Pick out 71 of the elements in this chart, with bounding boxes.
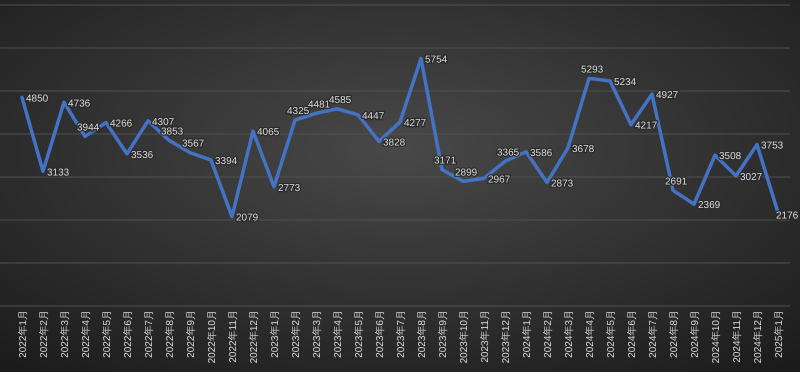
x-tick-label: 2022年7月 — [143, 310, 155, 358]
data-label: 3828 — [383, 137, 406, 148]
x-tick-label: 2024年11月 — [731, 310, 743, 363]
x-tick-label: 2024年5月 — [605, 310, 617, 358]
x-tick-label: 2024年2月 — [542, 310, 554, 358]
x-tick-label: 2022年6月 — [122, 310, 134, 358]
x-tick-label: 2023年1月 — [269, 310, 281, 358]
x-tick-label: 2024年4月 — [584, 310, 596, 358]
x-tick-label: 2022年11月 — [227, 310, 239, 363]
data-label: 2369 — [698, 200, 721, 212]
x-tick-label: 2022年3月 — [59, 310, 71, 358]
data-label: 4481 — [308, 99, 331, 110]
x-tick-label: 2024年6月 — [626, 310, 638, 358]
data-label: 4065 — [257, 127, 280, 138]
data-label: 3536 — [131, 150, 154, 161]
x-tick-label: 2023年5月 — [353, 310, 365, 358]
x-tick-label: 2022年9月 — [185, 310, 197, 358]
data-label: 2773 — [278, 182, 301, 194]
x-tick-label: 2022年10月 — [206, 310, 218, 364]
x-tick-label: 2024年9月 — [689, 310, 701, 358]
data-label: 4585 — [329, 94, 352, 106]
x-tick-label: 2024年7月 — [647, 310, 659, 358]
data-label: 3508 — [719, 151, 742, 162]
data-label: 3586 — [530, 148, 553, 159]
x-tick-label: 2023年7月 — [395, 310, 407, 358]
data-label: 2079 — [236, 212, 259, 224]
x-tick-label: 2023年3月 — [311, 310, 323, 358]
x-tick-label: 2024年10月 — [710, 310, 722, 364]
data-label: 2899 — [455, 167, 478, 178]
x-tick-label: 2022年4月 — [80, 310, 92, 358]
x-tick-label: 2022年1月 — [17, 310, 29, 358]
data-label: 2873 — [551, 178, 574, 190]
x-tick-label: 2024年1月 — [521, 310, 533, 358]
data-label: 4325 — [287, 106, 310, 118]
x-tick-label: 2022年12月 — [248, 310, 260, 364]
x-tick-label: 2023年6月 — [374, 310, 386, 358]
data-label: 4217 — [635, 120, 658, 132]
x-tick-label: 2023年4月 — [332, 310, 344, 358]
data-label: 4927 — [656, 90, 679, 102]
data-label: 4307 — [152, 116, 175, 128]
x-tick-label: 2023年10月 — [458, 310, 470, 364]
x-tick-label: 2022年5月 — [101, 310, 113, 358]
data-label: 3365 — [497, 147, 520, 158]
data-label: 4266 — [110, 118, 133, 130]
x-tick-label: 2022年8月 — [164, 310, 176, 358]
data-label: 2176 — [776, 210, 799, 222]
data-label: 4277 — [404, 118, 427, 130]
data-label: 5234 — [614, 76, 637, 88]
data-label: 3753 — [761, 140, 784, 152]
data-label: 3853 — [161, 126, 184, 138]
x-tick-label: 2023年2月 — [290, 310, 302, 358]
x-tick-label: 2023年9月 — [437, 310, 449, 358]
data-label: 5754 — [425, 54, 448, 66]
x-tick-label: 2024年12月 — [752, 310, 764, 364]
data-label: 4447 — [362, 110, 385, 122]
data-label: 3678 — [572, 144, 595, 155]
data-label: 2967 — [488, 174, 511, 186]
data-label: 3394 — [215, 156, 238, 168]
data-label: 3027 — [740, 172, 763, 183]
data-label: 5293 — [581, 64, 604, 76]
x-tick-label: 2023年8月 — [416, 310, 428, 358]
x-tick-label: 2023年11月 — [479, 310, 491, 363]
x-tick-label: 2023年12月 — [500, 310, 512, 364]
x-tick-label: 2025年1月 — [773, 310, 785, 358]
data-label: 4850 — [26, 93, 49, 104]
x-tick-label: 2024年8月 — [668, 310, 680, 358]
x-tick-label: 2024年3月 — [563, 310, 575, 358]
data-label: 4736 — [68, 98, 91, 110]
data-label: 3133 — [47, 167, 70, 178]
data-label: 3567 — [182, 138, 205, 150]
x-tick-label: 2022年2月 — [38, 310, 50, 358]
